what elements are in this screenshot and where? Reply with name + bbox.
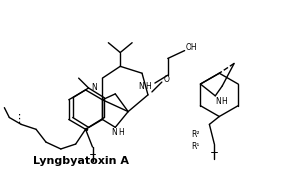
Text: N: N — [138, 83, 144, 92]
Text: H: H — [118, 128, 124, 137]
Text: O: O — [164, 75, 170, 84]
Text: ⋮: ⋮ — [13, 115, 24, 124]
Text: H: H — [221, 97, 227, 106]
Text: N: N — [111, 128, 117, 137]
Text: H: H — [145, 83, 151, 92]
Text: N: N — [92, 84, 97, 93]
Text: R²: R² — [191, 130, 200, 139]
Text: Lyngbyatoxin A: Lyngbyatoxin A — [33, 156, 129, 166]
Text: N: N — [215, 97, 221, 106]
Text: OH: OH — [186, 43, 197, 52]
Text: R¹: R¹ — [191, 142, 200, 151]
